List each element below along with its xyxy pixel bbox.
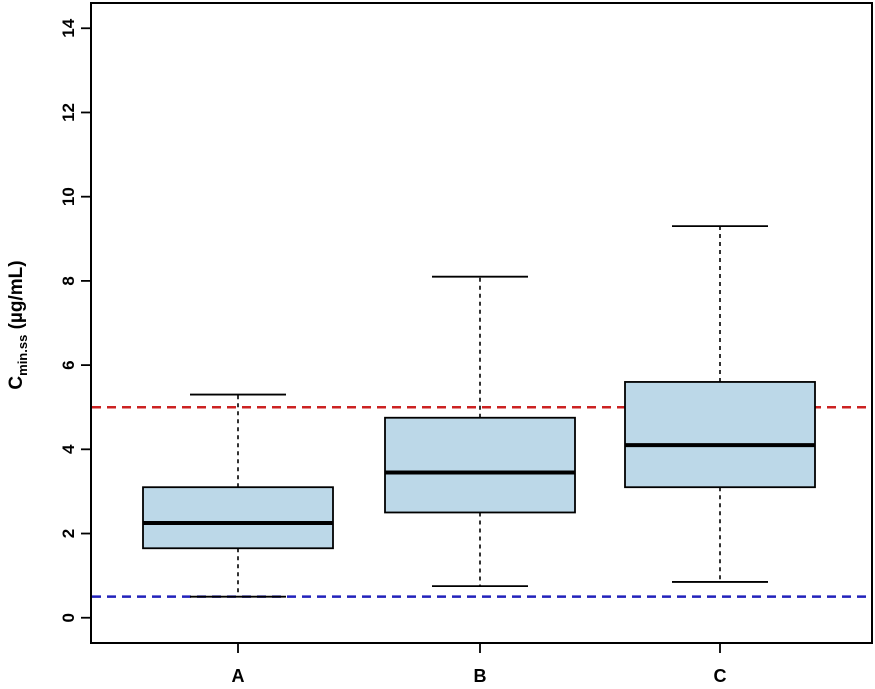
box-body-B	[384, 416, 576, 514]
y-axis: 0 2 4 6 8 10 12 14	[59, 18, 91, 622]
y-tick-label-0: 0	[59, 613, 78, 622]
x-tick-label-B: B	[474, 666, 487, 686]
y-tick-label-14: 14	[59, 18, 78, 37]
box-body-A	[142, 486, 334, 550]
y-tick-label-4: 4	[59, 444, 78, 454]
box-body-C	[624, 381, 816, 489]
box-C	[624, 225, 816, 583]
plot-frame	[90, 2, 873, 644]
y-axis-title-subscript: min.ss	[15, 335, 30, 376]
x-tick-label-C: C	[714, 666, 727, 686]
x-tick-label-A: A	[232, 666, 245, 686]
box-group	[142, 225, 816, 598]
y-axis-title-unit: (µg/mL)	[6, 260, 27, 334]
y-tick-label-2: 2	[59, 529, 78, 538]
y-tick-label-6: 6	[59, 360, 78, 369]
y-tick-label-10: 10	[59, 187, 78, 206]
box-A	[142, 393, 334, 598]
y-axis-title: Cmin.ss (µg/mL)	[6, 260, 30, 389]
y-tick-label-12: 12	[59, 103, 78, 122]
box-B	[384, 275, 576, 588]
x-axis: A B C	[232, 643, 727, 686]
y-axis-title-main: C	[6, 376, 27, 390]
y-tick-label-8: 8	[59, 276, 78, 285]
